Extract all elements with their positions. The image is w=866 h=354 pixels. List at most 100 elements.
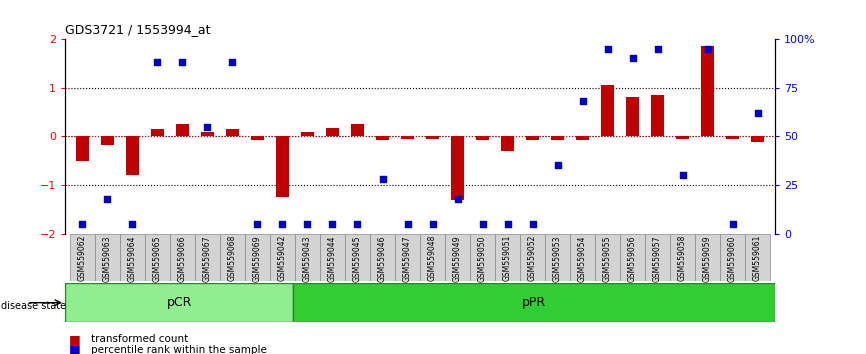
- Bar: [420, 234, 445, 281]
- Text: GSM559057: GSM559057: [653, 235, 662, 281]
- Point: [75, 221, 89, 227]
- Bar: [65, 283, 294, 322]
- Text: ■: ■: [69, 333, 81, 346]
- Bar: [376, 136, 390, 140]
- Point: [475, 221, 489, 227]
- Text: pCR: pCR: [166, 296, 191, 309]
- Point: [301, 221, 314, 227]
- Bar: [320, 234, 345, 281]
- Bar: [120, 234, 145, 281]
- Point: [675, 172, 689, 178]
- Bar: [670, 234, 695, 281]
- Point: [450, 196, 464, 201]
- Point: [576, 98, 590, 104]
- Bar: [126, 136, 139, 175]
- Bar: [100, 136, 114, 145]
- Bar: [545, 234, 570, 281]
- Text: transformed count: transformed count: [91, 334, 188, 344]
- Bar: [726, 136, 740, 139]
- Bar: [295, 234, 320, 281]
- Bar: [501, 136, 514, 151]
- Point: [100, 196, 114, 201]
- Bar: [650, 95, 664, 136]
- Bar: [520, 234, 545, 281]
- Bar: [450, 136, 464, 200]
- Text: GSM559061: GSM559061: [753, 235, 762, 281]
- Text: GSM559044: GSM559044: [328, 235, 337, 281]
- Text: GDS3721 / 1553994_at: GDS3721 / 1553994_at: [65, 23, 210, 36]
- Bar: [445, 234, 470, 281]
- Bar: [401, 136, 415, 139]
- Text: percentile rank within the sample: percentile rank within the sample: [91, 345, 267, 354]
- Point: [250, 221, 264, 227]
- Text: GSM559059: GSM559059: [703, 235, 712, 281]
- Bar: [275, 136, 289, 197]
- Text: GSM559067: GSM559067: [203, 235, 212, 281]
- Text: GSM559056: GSM559056: [628, 235, 637, 281]
- Bar: [701, 46, 714, 136]
- Bar: [151, 129, 165, 136]
- Point: [726, 221, 740, 227]
- Bar: [270, 234, 295, 281]
- Bar: [475, 136, 489, 140]
- Bar: [70, 234, 95, 281]
- Text: GSM559042: GSM559042: [278, 235, 287, 281]
- Point: [751, 110, 765, 116]
- Text: GSM559064: GSM559064: [128, 235, 137, 281]
- Text: GSM559047: GSM559047: [403, 235, 412, 281]
- Text: ■: ■: [69, 343, 81, 354]
- Bar: [570, 234, 595, 281]
- Point: [501, 221, 514, 227]
- Bar: [301, 132, 314, 136]
- Bar: [326, 127, 339, 136]
- Bar: [495, 234, 520, 281]
- Point: [425, 221, 439, 227]
- Point: [225, 59, 239, 65]
- Bar: [95, 234, 120, 281]
- Point: [275, 221, 289, 227]
- Point: [625, 56, 639, 61]
- Bar: [720, 234, 745, 281]
- Point: [126, 221, 139, 227]
- Text: GSM559045: GSM559045: [353, 235, 362, 281]
- Bar: [345, 234, 370, 281]
- Text: GSM559058: GSM559058: [678, 235, 687, 281]
- Point: [401, 221, 415, 227]
- Bar: [176, 124, 190, 136]
- Text: GSM559062: GSM559062: [78, 235, 87, 281]
- Text: GSM559054: GSM559054: [578, 235, 587, 281]
- Text: GSM559049: GSM559049: [453, 235, 462, 281]
- Text: GSM559046: GSM559046: [378, 235, 387, 281]
- Bar: [201, 132, 215, 136]
- Text: GSM559060: GSM559060: [728, 235, 737, 281]
- Bar: [601, 85, 614, 136]
- Bar: [625, 97, 639, 136]
- Bar: [425, 136, 439, 139]
- Text: disease state: disease state: [1, 301, 66, 311]
- Bar: [245, 234, 270, 281]
- Bar: [576, 136, 590, 140]
- Bar: [294, 283, 775, 322]
- Bar: [145, 234, 170, 281]
- Text: GSM559068: GSM559068: [228, 235, 237, 281]
- Bar: [620, 234, 645, 281]
- Text: GSM559048: GSM559048: [428, 235, 437, 281]
- Text: GSM559050: GSM559050: [478, 235, 487, 281]
- Point: [326, 221, 339, 227]
- Text: GSM559069: GSM559069: [253, 235, 262, 281]
- Text: GSM559051: GSM559051: [503, 235, 512, 281]
- Text: GSM559053: GSM559053: [553, 235, 562, 281]
- Text: pPR: pPR: [522, 296, 546, 309]
- Point: [650, 46, 664, 51]
- Text: GSM559052: GSM559052: [528, 235, 537, 281]
- Text: GSM559066: GSM559066: [178, 235, 187, 281]
- Point: [351, 221, 365, 227]
- Point: [201, 124, 215, 129]
- Bar: [470, 234, 495, 281]
- Bar: [695, 234, 720, 281]
- Text: GSM559065: GSM559065: [153, 235, 162, 281]
- Text: GSM559063: GSM559063: [103, 235, 112, 281]
- Point: [701, 46, 714, 51]
- Bar: [195, 234, 220, 281]
- Bar: [595, 234, 620, 281]
